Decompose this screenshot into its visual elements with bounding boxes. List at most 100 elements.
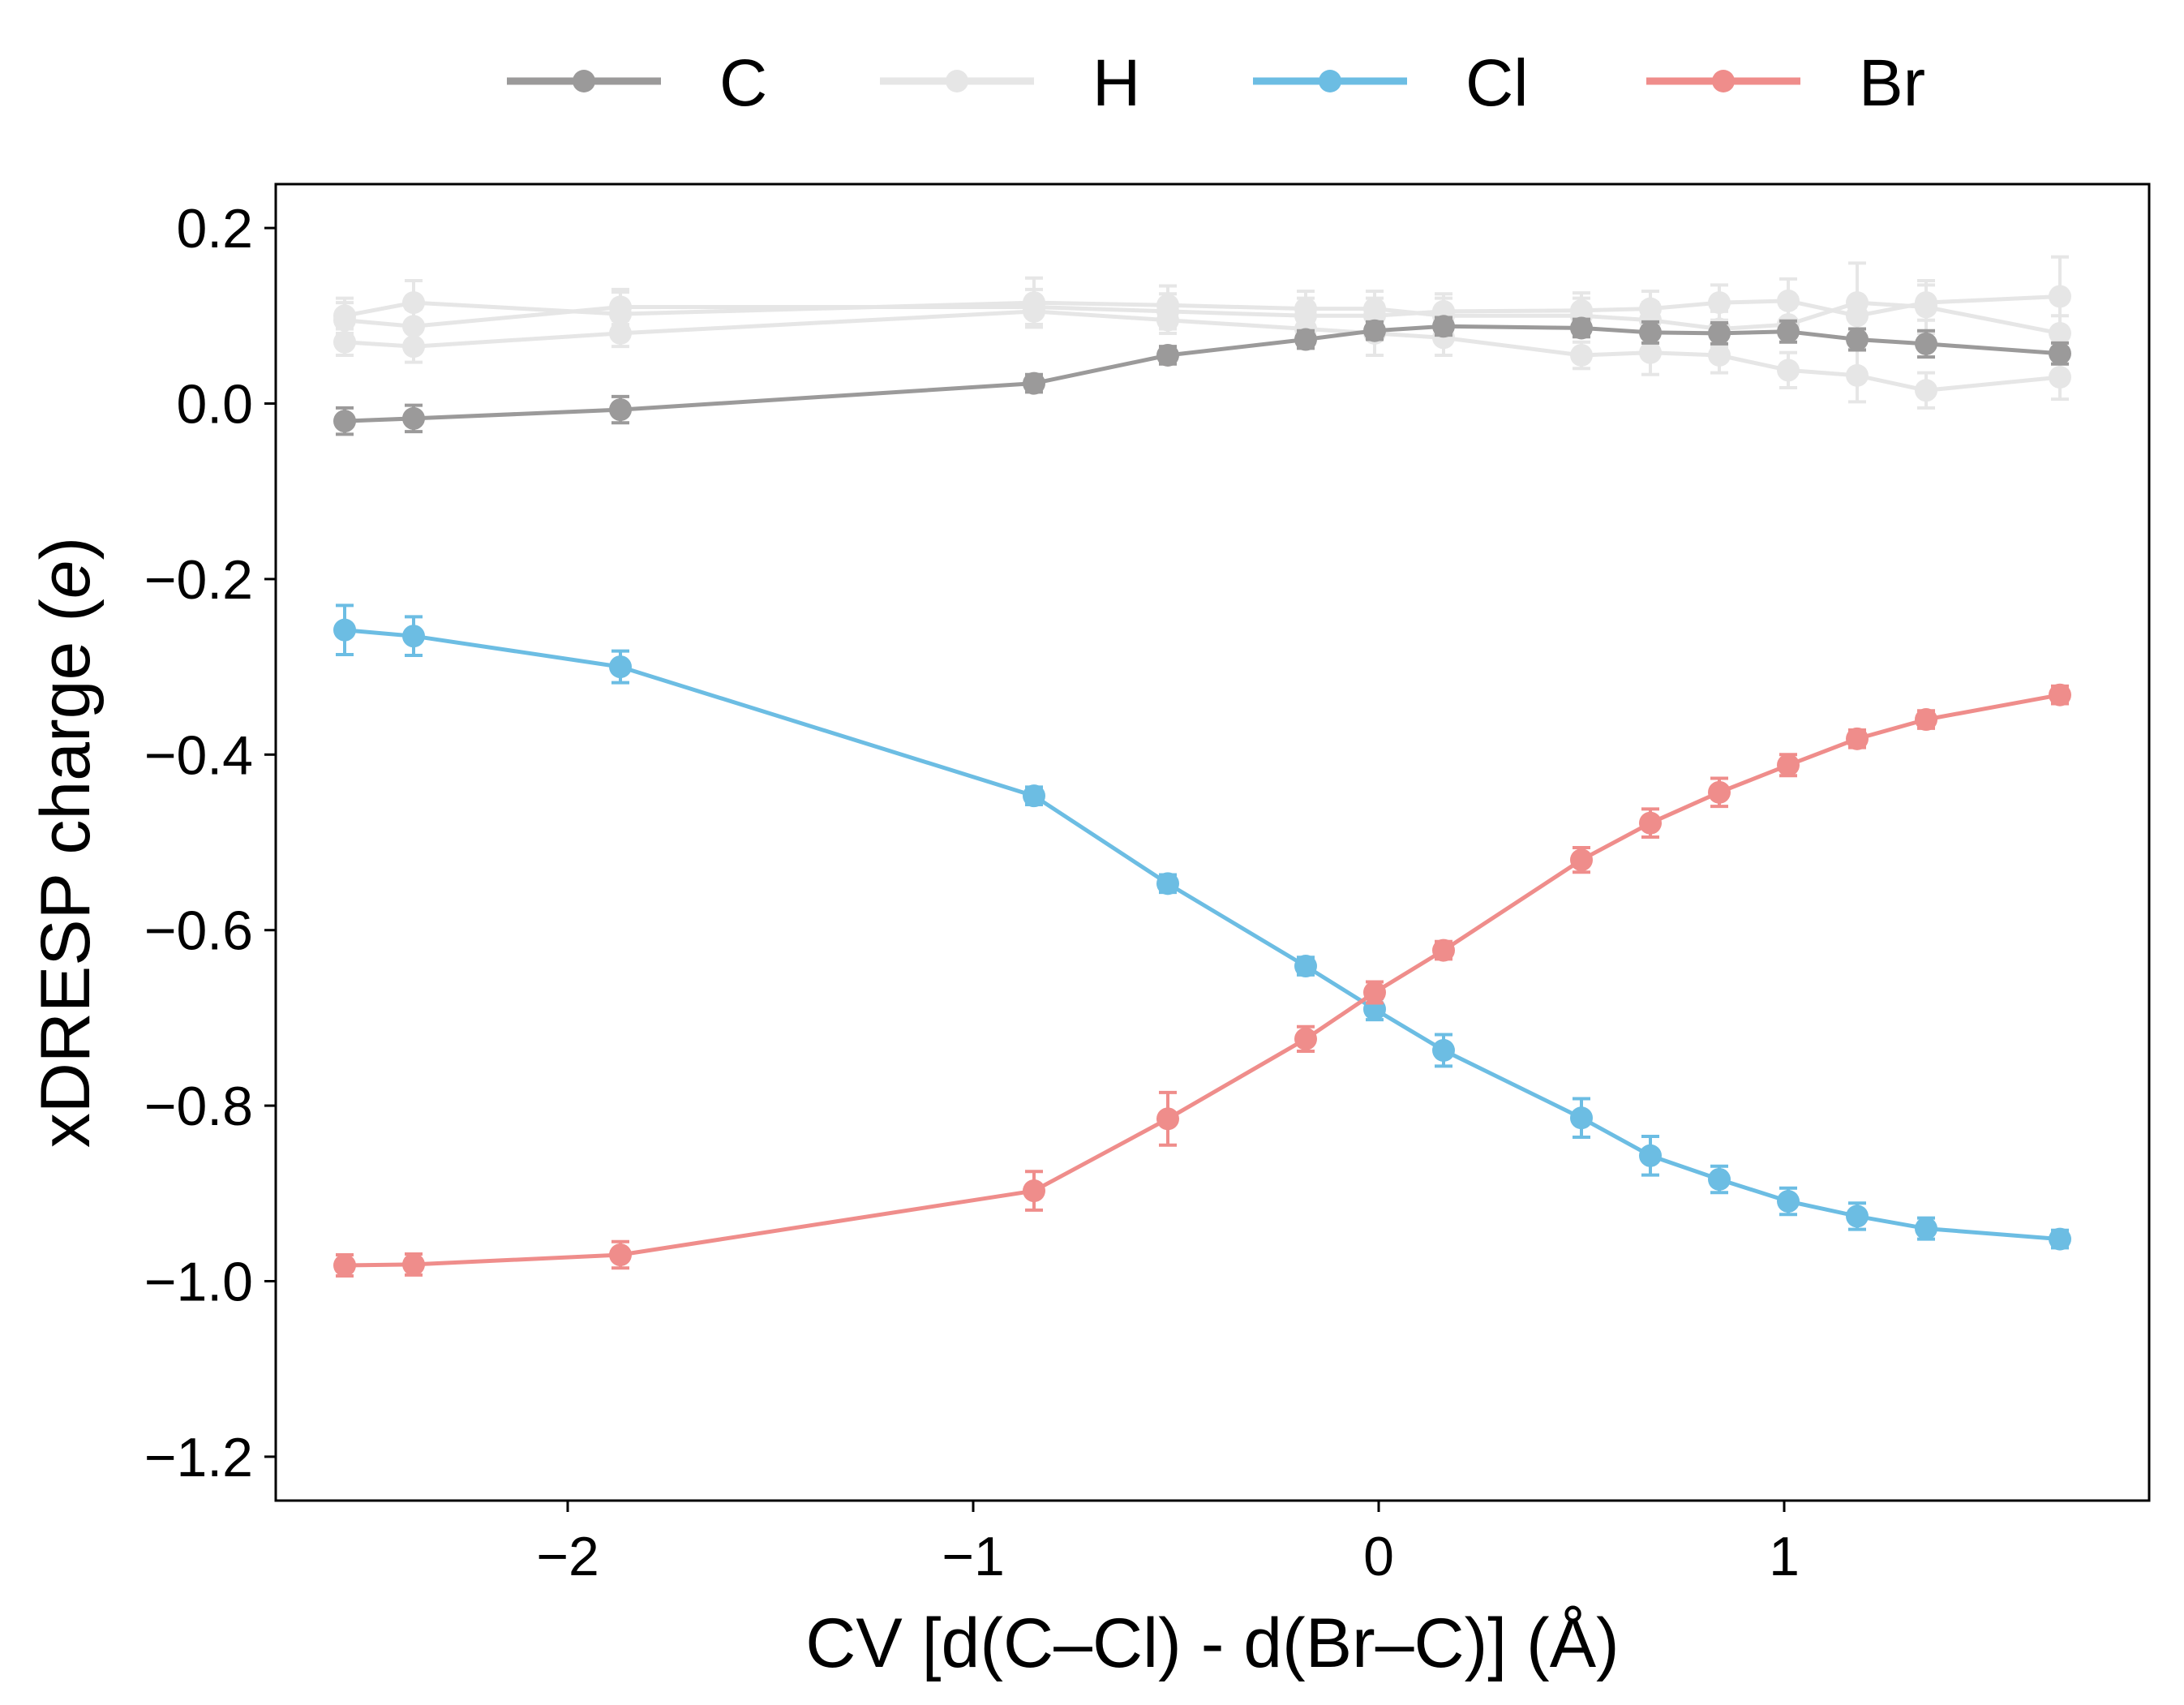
- series-line-br: [344, 693, 2061, 1268]
- data-point: [1708, 321, 1731, 345]
- data-point: [2049, 285, 2071, 308]
- data-point: [2049, 1227, 2071, 1251]
- data-point: [1570, 343, 1593, 367]
- data-point: [609, 321, 632, 345]
- y-axis-label-main: xDRESP charge (: [27, 599, 105, 1148]
- y-tick-label: −0.4: [144, 724, 253, 786]
- data-point: [1846, 1205, 1869, 1228]
- series-cl: [333, 603, 2071, 1251]
- data-point: [1846, 363, 1869, 387]
- data-point: [1639, 1144, 1662, 1167]
- plot-series: [333, 255, 2071, 1278]
- data-point: [1363, 319, 1386, 342]
- y-tick-label: −0.8: [144, 1076, 253, 1137]
- y-tick-label: −1.0: [144, 1252, 253, 1313]
- data-point: [1846, 727, 1869, 750]
- data-point: [333, 618, 356, 642]
- y-tick-label: −1.2: [144, 1427, 253, 1488]
- data-point: [1846, 328, 1869, 351]
- x-tick-label: 1: [1769, 1526, 1800, 1587]
- data-point: [1846, 304, 1869, 328]
- data-point: [2049, 366, 2071, 389]
- x-tick-label: −2: [536, 1526, 599, 1587]
- data-point: [1639, 341, 1662, 364]
- data-point: [1915, 332, 1937, 355]
- legend-item-cl: Cl: [1253, 46, 1528, 120]
- data-point: [333, 410, 356, 433]
- data-point: [1294, 328, 1317, 351]
- data-point: [1570, 1106, 1593, 1130]
- legend: C H Cl Br: [507, 46, 1925, 120]
- y-axis: 0.2 0.0 −0.2 −0.4 −0.6 −0.8 −1.0 −1.2: [144, 198, 276, 1488]
- data-point: [1363, 981, 1386, 1004]
- series-line-cl: [344, 628, 2061, 1242]
- data-point: [1639, 320, 1662, 344]
- legend-label: C: [719, 46, 767, 120]
- legend-label: Br: [1859, 46, 1925, 120]
- data-point: [1432, 938, 1455, 962]
- data-point: [1777, 754, 1800, 777]
- legend-label: H: [1092, 46, 1140, 120]
- data-point: [1708, 291, 1731, 315]
- data-point: [1915, 291, 1937, 315]
- y-tick-label: −0.2: [144, 549, 253, 611]
- x-axis: −2 −1 0 1: [536, 1501, 1800, 1587]
- data-point: [1432, 315, 1455, 338]
- data-point: [1639, 811, 1662, 835]
- data-point: [609, 655, 632, 679]
- data-point: [1156, 1107, 1179, 1131]
- data-point: [1156, 308, 1179, 332]
- series-c: [333, 315, 2071, 436]
- series-br: [333, 683, 2071, 1278]
- data-point: [1915, 379, 1937, 402]
- data-point: [1294, 1027, 1317, 1050]
- data-point: [402, 1252, 425, 1276]
- legend-marker: [946, 70, 968, 92]
- data-point: [1639, 297, 1662, 320]
- y-axis-label-unit: e: [27, 560, 105, 599]
- data-point: [1156, 872, 1179, 895]
- data-point: [1708, 780, 1731, 804]
- legend-label: Cl: [1465, 46, 1528, 120]
- data-point: [609, 1243, 632, 1267]
- y-tick-label: 0.0: [176, 374, 253, 436]
- data-point: [609, 295, 632, 319]
- data-point: [1570, 848, 1593, 872]
- data-point: [1915, 1217, 1937, 1240]
- data-point: [1777, 289, 1800, 312]
- data-point: [402, 625, 425, 648]
- data-point: [1777, 359, 1800, 382]
- data-point: [1432, 1038, 1455, 1062]
- legend-item-h: H: [880, 46, 1140, 120]
- data-point: [1708, 343, 1731, 367]
- y-tick-label: 0.2: [176, 198, 253, 260]
- legend-item-c: C: [507, 46, 767, 120]
- y-axis-label-close: ): [27, 537, 105, 560]
- data-point: [333, 1254, 356, 1278]
- data-point: [1777, 1190, 1800, 1213]
- data-point: [333, 308, 356, 332]
- data-point: [2049, 341, 2071, 365]
- data-point: [1915, 708, 1937, 732]
- series-line-c: [344, 324, 2061, 423]
- x-tick-label: 0: [1363, 1526, 1394, 1587]
- data-point: [2049, 683, 2071, 706]
- legend-item-br: Br: [1646, 46, 1925, 120]
- data-point: [1708, 1167, 1731, 1191]
- data-point: [1777, 320, 1800, 343]
- x-axis-label: CV [d(C–Cl) - d(Br–C)] (Å): [805, 1604, 1619, 1682]
- legend-marker: [1319, 70, 1341, 92]
- data-point: [1023, 299, 1045, 323]
- y-axis-label: xDRESP charge (e): [27, 537, 105, 1149]
- y-tick-label: −0.6: [144, 900, 253, 962]
- data-point: [1023, 371, 1045, 395]
- data-point: [1570, 298, 1593, 322]
- data-point: [1023, 1179, 1045, 1203]
- data-point: [402, 406, 425, 430]
- data-point: [609, 398, 632, 422]
- data-point: [333, 330, 356, 354]
- data-point: [402, 335, 425, 359]
- data-point: [1023, 784, 1045, 808]
- data-point: [1294, 955, 1317, 978]
